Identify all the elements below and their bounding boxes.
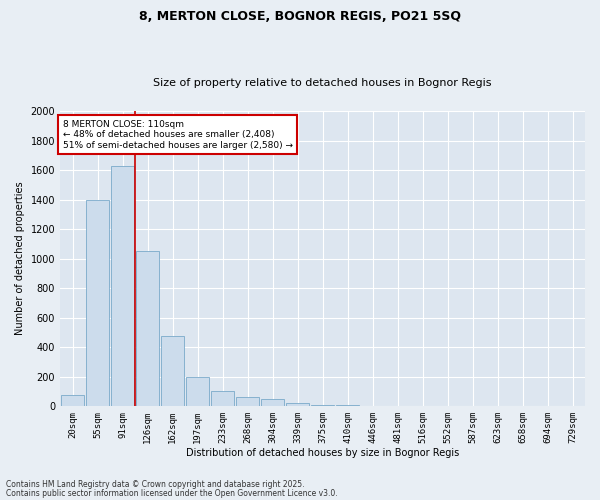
Bar [136, 251, 159, 406]
Bar [186, 376, 209, 406]
Text: 8, MERTON CLOSE, BOGNOR REGIS, PO21 5SQ: 8, MERTON CLOSE, BOGNOR REGIS, PO21 5SQ [139, 10, 461, 23]
Bar [61, 395, 84, 406]
Text: Contains public sector information licensed under the Open Government Licence v3: Contains public sector information licen… [6, 488, 338, 498]
X-axis label: Distribution of detached houses by size in Bognor Regis: Distribution of detached houses by size … [186, 448, 459, 458]
Bar [86, 200, 109, 406]
Text: 8 MERTON CLOSE: 110sqm
← 48% of detached houses are smaller (2,408)
51% of semi-: 8 MERTON CLOSE: 110sqm ← 48% of detached… [62, 120, 293, 150]
Bar [211, 392, 234, 406]
Text: Contains HM Land Registry data © Crown copyright and database right 2025.: Contains HM Land Registry data © Crown c… [6, 480, 305, 489]
Bar [161, 336, 184, 406]
Title: Size of property relative to detached houses in Bognor Regis: Size of property relative to detached ho… [153, 78, 492, 88]
Bar [236, 396, 259, 406]
Bar [111, 166, 134, 406]
Bar [286, 402, 309, 406]
Bar [311, 404, 334, 406]
Bar [261, 399, 284, 406]
Y-axis label: Number of detached properties: Number of detached properties [15, 182, 25, 336]
